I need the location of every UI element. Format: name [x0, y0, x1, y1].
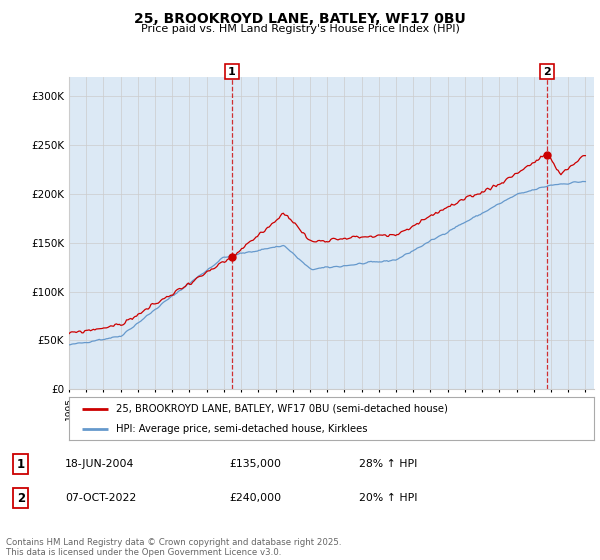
- Text: 25, BROOKROYD LANE, BATLEY, WF17 0BU: 25, BROOKROYD LANE, BATLEY, WF17 0BU: [134, 12, 466, 26]
- Text: 25, BROOKROYD LANE, BATLEY, WF17 0BU (semi-detached house): 25, BROOKROYD LANE, BATLEY, WF17 0BU (se…: [116, 404, 448, 414]
- Text: 18-JUN-2004: 18-JUN-2004: [65, 459, 134, 469]
- Text: 2: 2: [543, 67, 551, 77]
- Text: 1: 1: [17, 458, 25, 470]
- Text: 20% ↑ HPI: 20% ↑ HPI: [359, 493, 418, 503]
- Text: £240,000: £240,000: [229, 493, 281, 503]
- Text: Price paid vs. HM Land Registry's House Price Index (HPI): Price paid vs. HM Land Registry's House …: [140, 24, 460, 34]
- Text: 28% ↑ HPI: 28% ↑ HPI: [359, 459, 417, 469]
- Text: 1: 1: [228, 67, 236, 77]
- Text: £135,000: £135,000: [229, 459, 281, 469]
- Text: HPI: Average price, semi-detached house, Kirklees: HPI: Average price, semi-detached house,…: [116, 423, 368, 433]
- Text: 2: 2: [17, 492, 25, 505]
- Text: 07-OCT-2022: 07-OCT-2022: [65, 493, 136, 503]
- Text: Contains HM Land Registry data © Crown copyright and database right 2025.
This d: Contains HM Land Registry data © Crown c…: [6, 538, 341, 557]
